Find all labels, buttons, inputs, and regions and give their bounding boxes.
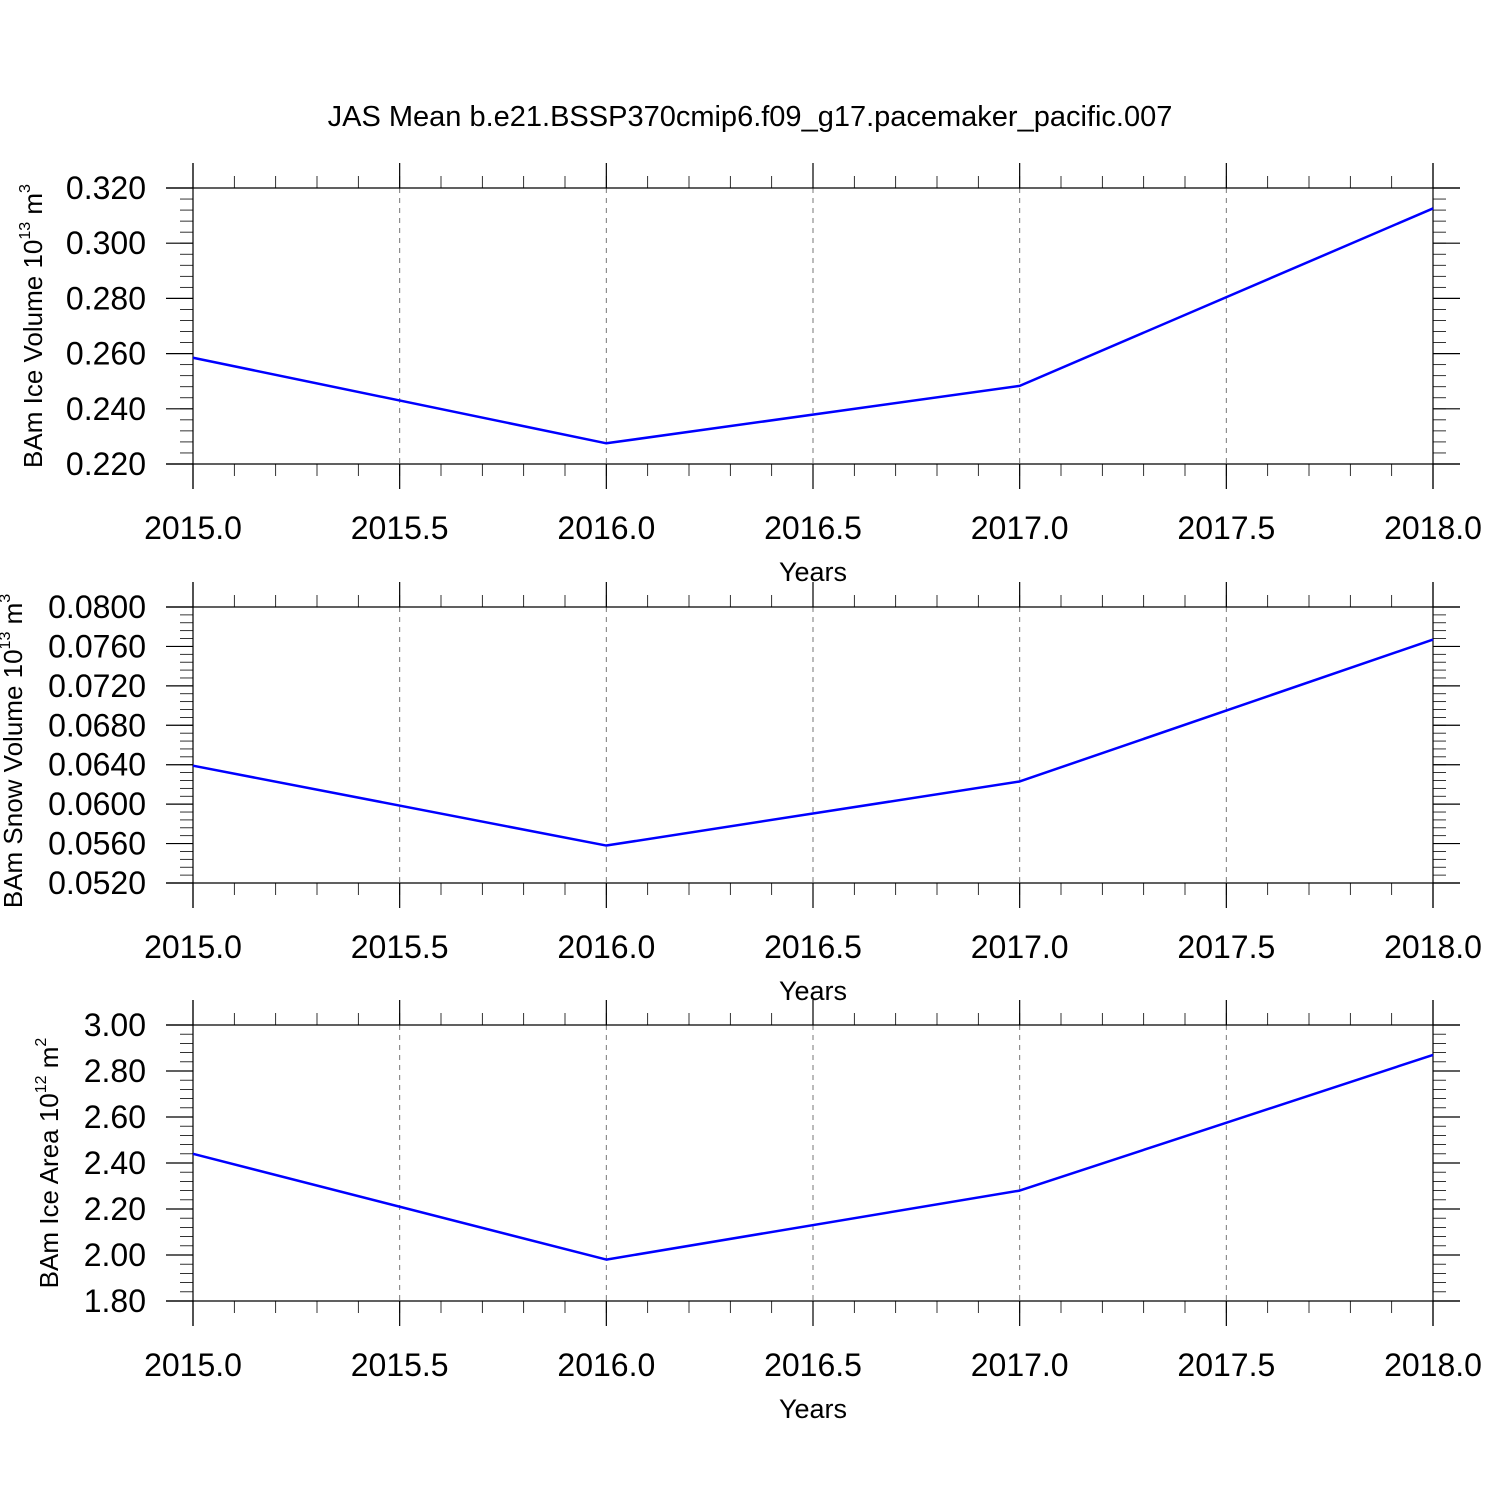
y-tick-label: 0.280 xyxy=(66,280,146,316)
y-tick-label: 0.0520 xyxy=(48,865,146,901)
x-tick-label: 2016.0 xyxy=(557,1347,655,1383)
chart-panel-2: 2015.0 2015.5 2016.0 2016.5 2017.0 2017.5 2018… xyxy=(0,582,1482,1006)
y-tick-label: 2.20 xyxy=(84,1191,146,1227)
figure-title: JAS Mean b.e21.BSSP370cmip6.f09_g17.pace… xyxy=(328,101,1173,133)
y-label-text: BAm Ice Area 10 xyxy=(34,1093,64,1288)
y-label-superscript: 13 xyxy=(17,222,34,240)
y-label-text: m xyxy=(18,193,48,222)
chart-panel-3: 2015.0 2015.5 2016.0 2016.5 2017.0 2017.5 2018… xyxy=(33,1000,1482,1424)
y-tick-label: 3.00 xyxy=(84,1007,146,1043)
y-tick-label: 2.60 xyxy=(84,1099,146,1135)
x-tick-label: 2016.5 xyxy=(764,1347,862,1383)
x-axis-label: Years xyxy=(779,1394,847,1424)
x-tick-label: 2015.5 xyxy=(351,1347,449,1383)
y-tick-label: 0.0600 xyxy=(48,786,146,822)
x-tick-label: 2017.5 xyxy=(1177,510,1275,546)
series-line xyxy=(192,207,1434,445)
y-label-superscript: 2 xyxy=(33,1038,50,1047)
y-axis-label: BAm Ice Area 1012 m2 xyxy=(33,1038,64,1289)
y-tick-label: 2.00 xyxy=(84,1237,146,1273)
x-tick-label: 2016.0 xyxy=(557,929,655,965)
y-label-text: BAm Ice Volume 10 xyxy=(18,240,48,468)
x-tick-label: 2015.5 xyxy=(351,929,449,965)
x-tick-label: 2018.0 xyxy=(1384,929,1482,965)
y-tick-label: 0.240 xyxy=(66,391,146,427)
y-tick-label: 0.0800 xyxy=(48,589,146,625)
x-tick-label: 2018.0 xyxy=(1384,510,1482,546)
x-tick-label: 2017.0 xyxy=(971,929,1069,965)
y-tick-label: 0.0680 xyxy=(48,707,146,743)
y-tick-label: 0.0760 xyxy=(48,628,146,664)
y-tick-label: 0.0560 xyxy=(48,826,146,862)
x-tick-label: 2016.0 xyxy=(557,510,655,546)
y-label-text: m xyxy=(34,1047,64,1076)
x-tick-label: 2015.5 xyxy=(351,510,449,546)
y-tick-label: 0.260 xyxy=(66,336,146,372)
x-tick-label: 2015.0 xyxy=(144,929,242,965)
x-tick-label: 2017.0 xyxy=(971,510,1069,546)
x-tick-label: 2017.0 xyxy=(971,1347,1069,1383)
y-tick-label: 0.0720 xyxy=(48,668,146,704)
x-tick-label: 2015.0 xyxy=(144,1347,242,1383)
y-label-superscript: 12 xyxy=(33,1075,50,1093)
x-tick-label: 2017.5 xyxy=(1177,1347,1275,1383)
y-tick-label: 0.0640 xyxy=(48,747,146,783)
y-tick-label: 0.300 xyxy=(66,225,146,261)
y-label-superscript: 3 xyxy=(17,184,34,193)
x-tick-label: 2015.0 xyxy=(144,510,242,546)
y-axis-label: BAm Snow Volume 1013 m3 xyxy=(0,594,28,908)
y-label-superscript: 13 xyxy=(0,632,14,650)
x-tick-label: 2016.5 xyxy=(764,929,862,965)
x-tick-label: 2016.5 xyxy=(764,510,862,546)
y-label-superscript: 3 xyxy=(0,594,14,603)
series-line xyxy=(192,638,1434,847)
y-tick-label: 0.220 xyxy=(66,446,146,482)
y-tick-label: 0.320 xyxy=(66,170,146,206)
y-tick-label: 2.80 xyxy=(84,1053,146,1089)
chart-panel-1: 2015.0 2015.5 2016.0 2016.5 2017.0 2017.5 2018… xyxy=(17,163,1482,587)
y-axis-label: BAm Ice Volume 1013 m3 xyxy=(17,184,48,468)
y-tick-label: 2.40 xyxy=(84,1145,146,1181)
series-line xyxy=(192,1053,1434,1261)
y-label-text: BAm Snow Volume 10 xyxy=(0,649,28,908)
x-tick-label: 2017.5 xyxy=(1177,929,1275,965)
panels: 2015.0 2015.5 2016.0 2016.5 2017.0 2017.5 2018… xyxy=(0,163,1482,1424)
y-label-text: m xyxy=(0,603,28,632)
y-tick-label: 1.80 xyxy=(84,1283,146,1319)
x-tick-label: 2018.0 xyxy=(1384,1347,1482,1383)
